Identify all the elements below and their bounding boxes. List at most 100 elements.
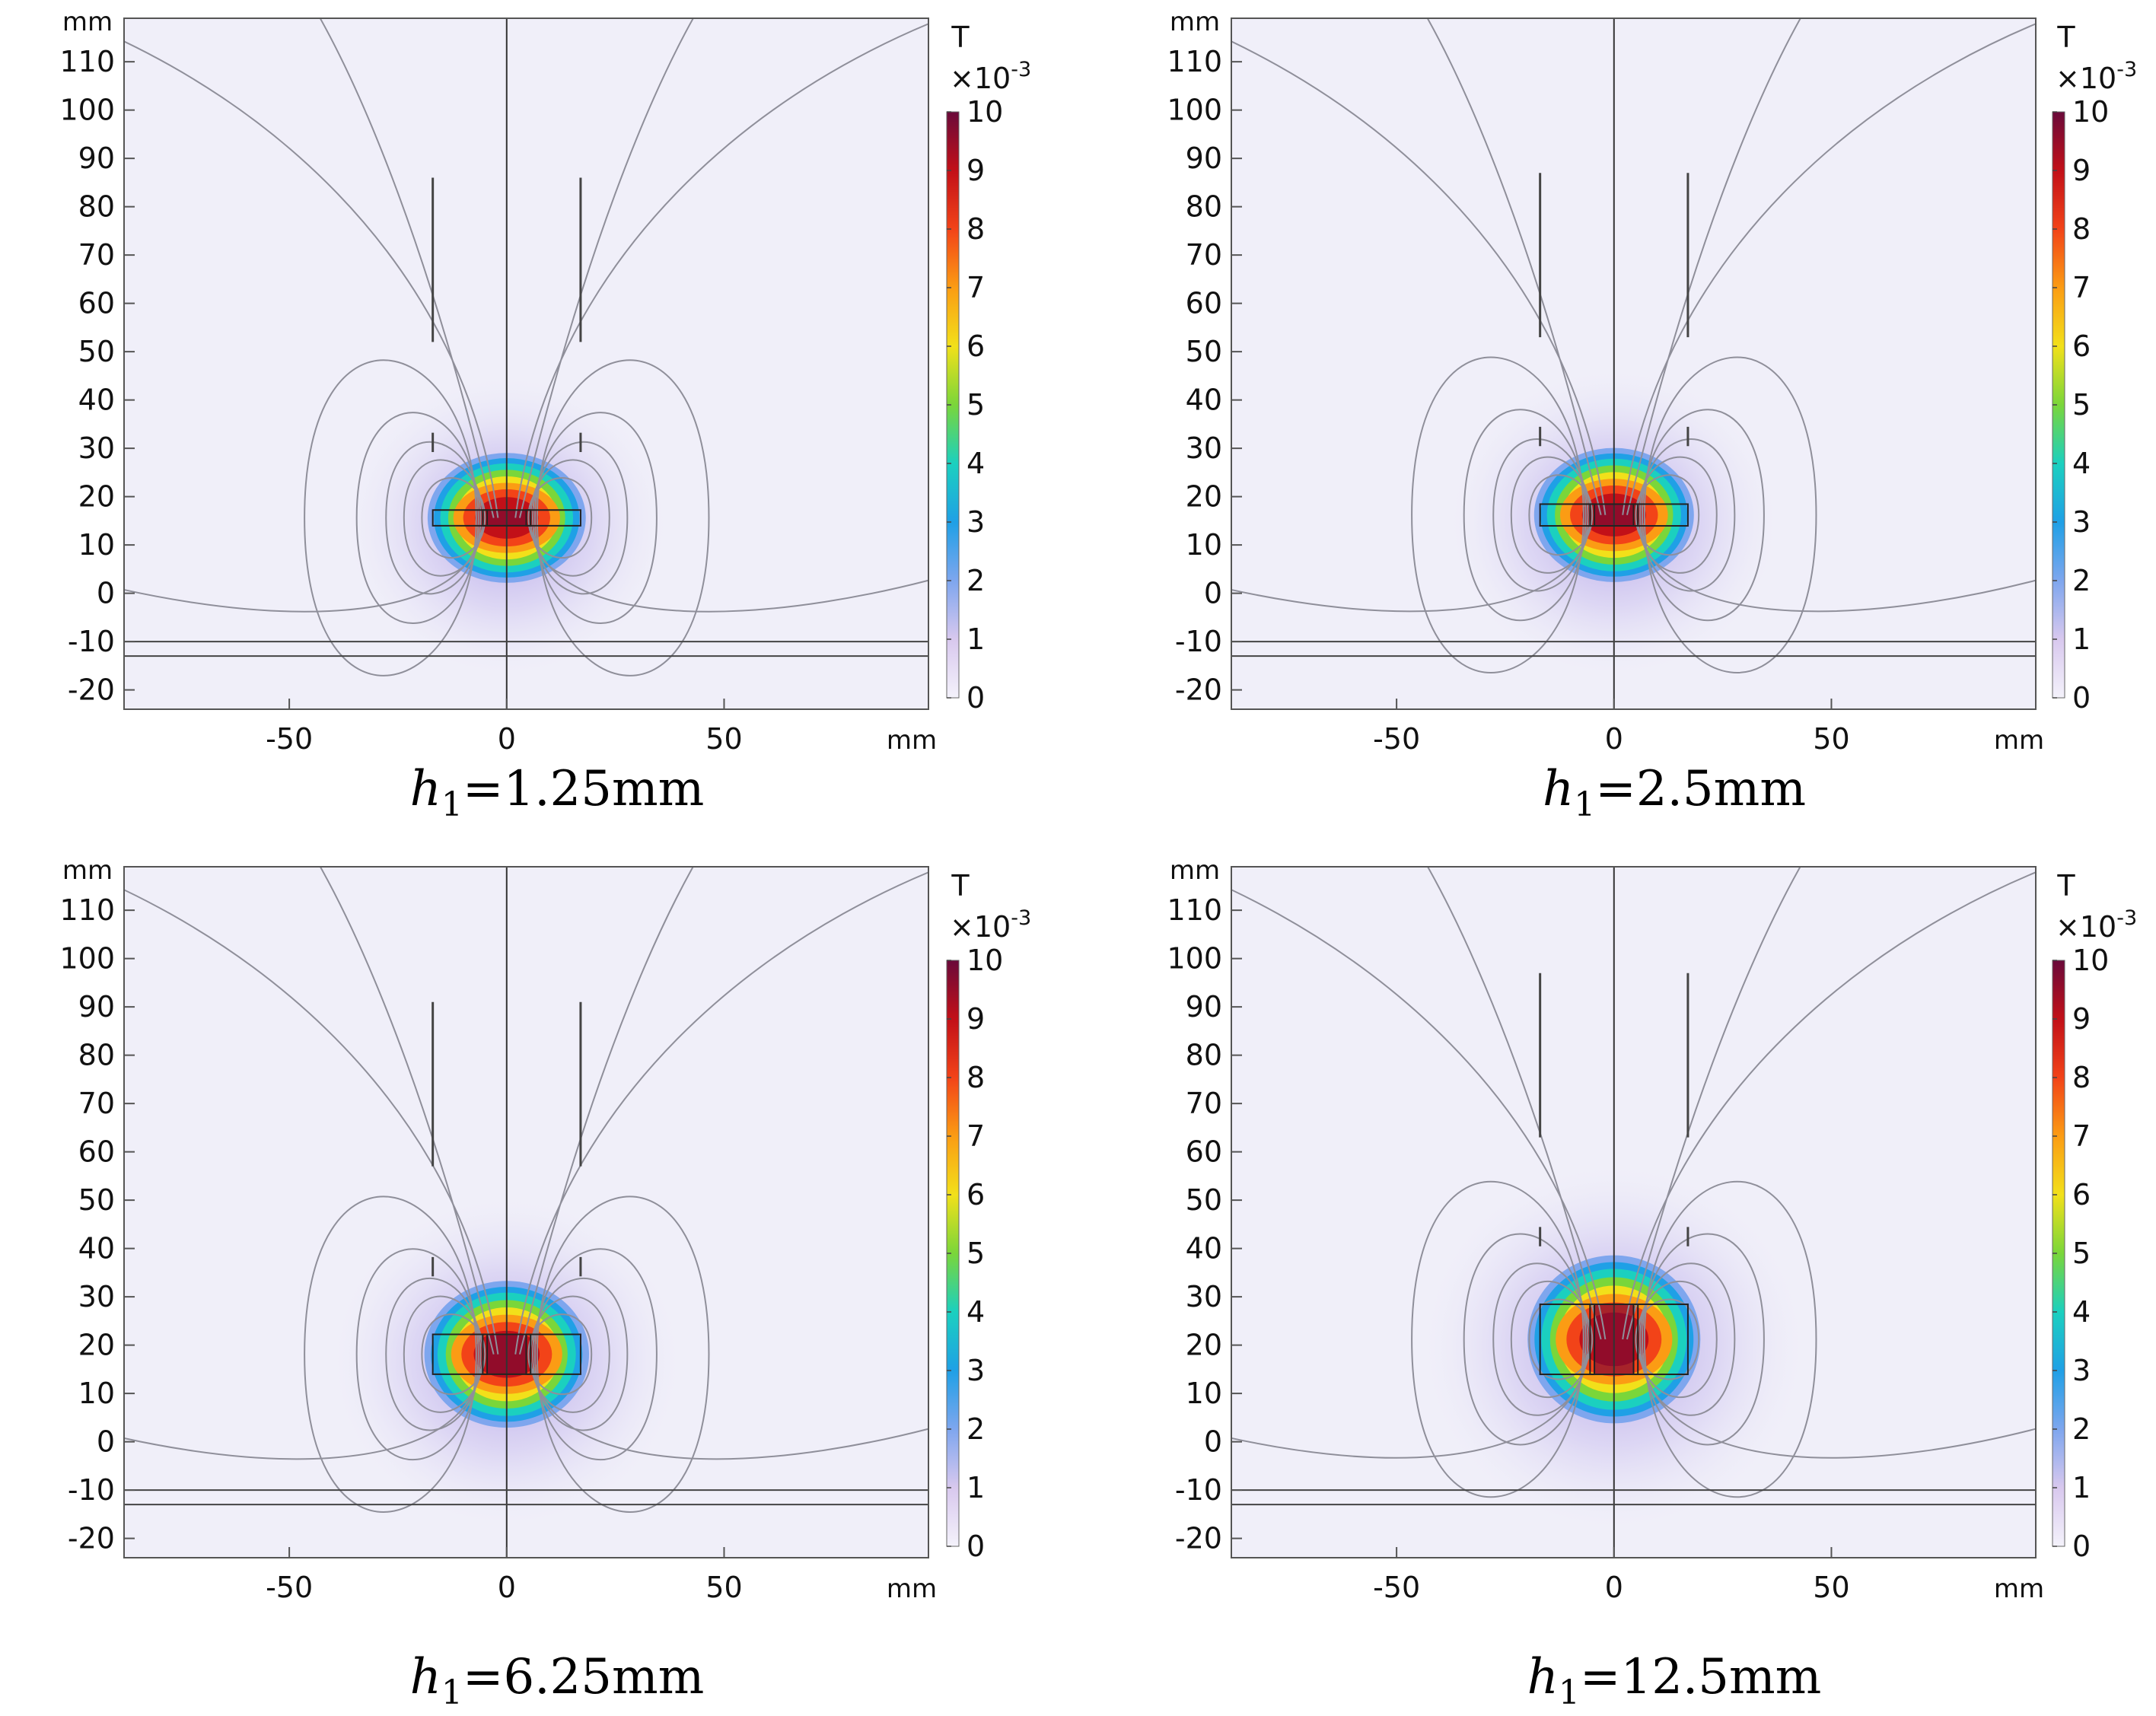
y-tick-label: 10 [78, 528, 115, 562]
coil-core [1632, 503, 1639, 527]
colorbar-scale: ×10-3 [2056, 906, 2137, 944]
field-line [533, 1248, 658, 1461]
colorbar-tick-label: 9 [2072, 1002, 2091, 1036]
y-tick-label: 90 [1186, 142, 1222, 175]
field-line [514, 871, 928, 1355]
y-tick-label: 30 [1186, 1280, 1222, 1313]
field-line [1639, 1262, 1736, 1416]
field-line [1231, 1353, 1589, 1459]
colorbar-tick-label: 0 [967, 681, 985, 715]
colorbar-unit: T [2056, 869, 2075, 903]
x-unit-label: mm [1994, 725, 2044, 756]
plot-frame [123, 18, 929, 710]
y-tick-label: 40 [78, 384, 115, 417]
x-axis: -50 0 50 [1373, 1547, 1850, 1604]
field-layer [124, 867, 928, 1558]
field-line [1641, 409, 1765, 622]
y-tick-label: -10 [68, 1473, 115, 1507]
colorbar-scale-exp: -3 [2116, 58, 2137, 81]
colorbar-tick-label: 6 [967, 1178, 985, 1211]
colorbar-tick-label: 0 [967, 1530, 985, 1563]
y-tick-label: -20 [1175, 1522, 1222, 1555]
field-line [527, 477, 593, 559]
panel-caption: h1=2.5mm [1543, 761, 1806, 824]
y-tick-label: -20 [68, 673, 115, 707]
field-line [530, 1295, 610, 1413]
y-tick-label: 110 [59, 893, 115, 927]
y-tick-label: 10 [78, 1377, 115, 1410]
y-tick-label: 30 [1186, 431, 1222, 465]
field-lines [124, 867, 928, 1513]
x-axis: -50 0 50 [266, 1547, 743, 1604]
x-unit-label: mm [887, 1574, 937, 1604]
panel-caption: h1=12.5mm [1527, 1649, 1822, 1712]
y-tick-label: 20 [78, 1329, 115, 1362]
field-line [355, 1248, 479, 1461]
field-line [1626, 18, 1802, 515]
colorbar-tick-label: 1 [2072, 1471, 2091, 1504]
field-line [355, 412, 479, 624]
colorbar-tick-label: 3 [967, 505, 985, 539]
y-tick-label: 50 [78, 335, 115, 368]
y-tick-label: 70 [78, 238, 115, 272]
y-tick-label: 20 [1186, 480, 1222, 514]
coil-outline [1539, 1303, 1689, 1376]
field-line [532, 1278, 629, 1431]
field-line [518, 18, 695, 518]
colorbar-tick-label: 9 [967, 1002, 985, 1036]
field-line [1426, 18, 1602, 515]
y-tick-label: 60 [78, 287, 115, 320]
x-tick-label: -50 [1373, 1571, 1420, 1604]
y-tick-label: 80 [1186, 1039, 1222, 1072]
x-tick-label: 0 [498, 722, 516, 756]
colorbar-tick-label: 1 [967, 622, 985, 656]
field-line [124, 889, 499, 1355]
plot-frame [1231, 866, 2037, 1558]
caption-rest: =6.25mm [463, 1649, 705, 1705]
x-tick-label: 50 [1813, 1571, 1849, 1604]
y-tick-label: 90 [78, 142, 115, 175]
caption-rest: =2.5mm [1595, 761, 1806, 817]
colorbar-tick-label: 10 [967, 95, 1003, 129]
y-tick-label: 0 [97, 1425, 115, 1459]
colorbar-tick-label: 0 [2072, 681, 2091, 715]
y-tick-label: 70 [78, 1087, 115, 1120]
field-line [536, 359, 710, 677]
colorbar-tick-label: 5 [967, 388, 985, 422]
y-tick-label: 60 [1186, 1135, 1222, 1169]
colorbar-scale: ×10-3 [2056, 58, 2137, 95]
plot-frame [1231, 18, 2037, 710]
y-tick-label: 70 [1186, 238, 1222, 272]
y-tick-label: 80 [78, 190, 115, 224]
y-tick-label: 50 [1186, 1183, 1222, 1217]
colorbar-scale-exp: -3 [1011, 906, 1031, 930]
y-tick-label: 40 [1186, 1232, 1222, 1266]
field-lines [1231, 867, 2036, 1498]
caption-var: h [1543, 761, 1574, 817]
colorbar-tick-label: 5 [2072, 1237, 2091, 1270]
colorbar-scale-base: ×10 [2056, 910, 2116, 944]
y-tick-label: 20 [78, 480, 115, 514]
field-line [304, 1195, 477, 1513]
field-line [532, 441, 629, 595]
field-line [1641, 1233, 1765, 1446]
x-tick-label: 50 [705, 722, 742, 756]
field-line [514, 23, 928, 518]
colorbar-tick-label: 8 [967, 1061, 985, 1094]
colorbar-tick-label: 7 [967, 271, 985, 304]
colorbar-scale-base: ×10 [950, 910, 1011, 944]
y-tick-label: 60 [1186, 287, 1222, 320]
field-line [1411, 356, 1584, 673]
field-line [319, 867, 495, 1355]
caption-sub: 1 [441, 785, 463, 824]
field-line [532, 1368, 928, 1460]
x-tick-label: -50 [1373, 722, 1420, 756]
colorbar-tick-label: 10 [2072, 95, 2109, 129]
